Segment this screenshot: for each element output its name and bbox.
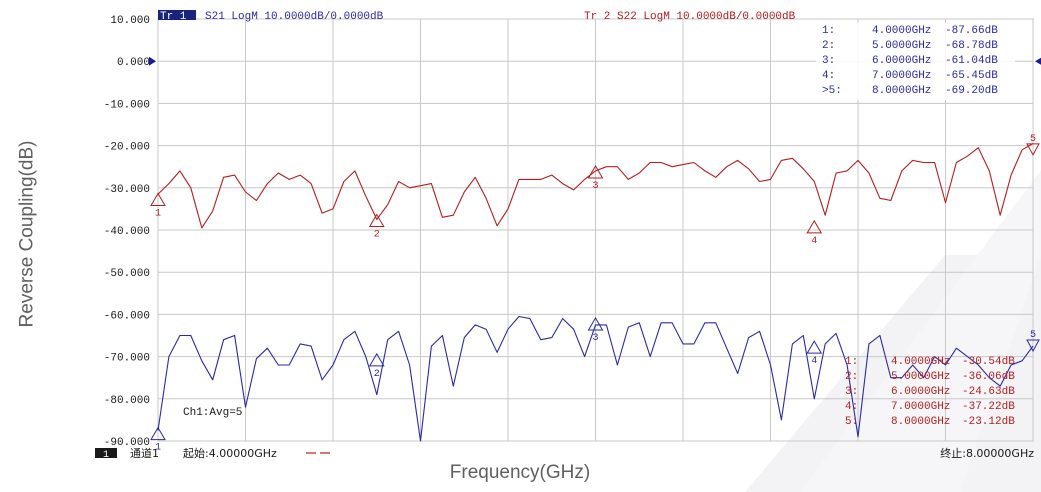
y-tick-label-9: -80.000 [104, 395, 150, 407]
marker-table-top-value-2: -61.04dB [945, 55, 998, 67]
reference-level-marker-left [149, 56, 156, 66]
marker-tr1-3 [587, 316, 604, 331]
series-line-tr2 [157, 143, 1034, 229]
marker-table-bottom-value-3: -37.22dB [962, 401, 1015, 413]
marker-table-bottom-freq-0: 4.0000GHz [891, 356, 950, 368]
tr2-description: Tr 2 S22 LogM 10.0000dB/0.0000dB [584, 11, 796, 23]
marker-tr1-5 [1026, 339, 1040, 353]
marker-table-bottom-freq-2: 6.0000GHz [891, 386, 950, 398]
tr1-tag-bg [158, 10, 196, 20]
marker-table-bottom-id-2: 3: [845, 386, 858, 398]
marker-table-bottom-id-3: 4: [845, 401, 858, 413]
marker-table-top-value-1: -68.78dB [945, 40, 998, 52]
marker-tr1-2-label: 2 [374, 369, 380, 380]
marker-tr2-3 [587, 165, 604, 179]
marker-table-top-value-3: -65.45dB [945, 70, 998, 82]
marker-table-top-value-0: -87.66dB [945, 25, 998, 37]
marker-table-bottom-value-0: -30.54dB [962, 356, 1015, 368]
marker-table-top-bg [816, 23, 1015, 100]
marker-table-bottom-value-4: -23.12dB [962, 416, 1015, 428]
marker-tr1-5-label: 5 [1030, 330, 1036, 341]
marker-tr2-1-label: 1 [155, 208, 161, 219]
y-tick-label-3: -20.000 [104, 142, 150, 154]
channel-tag: 1 [103, 450, 109, 461]
marker-table-bottom-id-0: 1: [845, 356, 858, 368]
marker-tr1-2 [368, 352, 385, 367]
y-tick-label-7: -60.000 [104, 310, 150, 322]
marker-table-top-value-4: -69.20dB [945, 85, 998, 97]
marker-tr2-1 [150, 192, 166, 206]
x-axis-title: Frequency(GHz) [449, 462, 591, 483]
marker-tr2-2-label: 2 [374, 230, 380, 241]
reference-level-marker-right [1035, 57, 1041, 65]
y-tick-label-1: 0.000 [117, 57, 150, 69]
marker-tr2-5 [1026, 143, 1040, 156]
tr1-description: S21 LogM 10.0000dB/0.0000dB [205, 11, 384, 23]
series-line-tr1 [157, 315, 1034, 442]
marker-table-top-freq-1: 5.0000GHz [872, 40, 931, 52]
marker-table-bottom-freq-3: 7.0000GHz [891, 401, 950, 413]
y-tick-label-2: -10.000 [104, 99, 150, 111]
y-tick-label-8: -70.000 [104, 353, 150, 365]
marker-table-bottom-value-2: -24.63dB [962, 386, 1015, 398]
tr1-tag: Tr 1 [160, 11, 187, 23]
marker-tr1-4-label: 4 [811, 356, 817, 367]
marker-tr1-1 [150, 426, 166, 441]
stop-frequency-label: 终止:8.00000GHz [940, 446, 1034, 460]
start-frequency-label: 起始:4.00000GHz [183, 446, 277, 460]
marker-tr1-4 [806, 340, 823, 354]
y-tick-label-10: -90.000 [104, 437, 150, 449]
y-tick-label-6: -50.000 [104, 268, 150, 280]
marker-table-top-id-0: 1: [822, 25, 835, 37]
marker-table-top-id-1: 2: [822, 40, 835, 52]
marker-table-top-id-2: 3: [822, 55, 835, 67]
y-tick-label-0: 10.000 [110, 15, 150, 27]
marker-table-top-freq-0: 4.0000GHz [872, 25, 931, 37]
marker-tr2-2 [368, 213, 385, 228]
y-tick-label-4: -30.000 [104, 184, 150, 196]
marker-tr1-3-label: 3 [592, 333, 598, 344]
channel-label: 通道1 [130, 446, 159, 460]
marker-table-bottom-freq-4: 8.0000GHz [891, 416, 950, 428]
marker-table-top-freq-4: 8.0000GHz [872, 85, 931, 97]
marker-table-bottom-value-1: -36.06dB [962, 371, 1015, 383]
marker-table-top-freq-2: 6.0000GHz [872, 55, 931, 67]
marker-table-top-id-3: 4: [822, 70, 835, 82]
marker-tr2-4-label: 4 [811, 236, 817, 247]
y-tick-label-5: -40.000 [104, 226, 150, 238]
channel-tag-bg [95, 448, 117, 458]
marker-tr2-5-label: 5 [1030, 134, 1036, 145]
marker-table-bottom-freq-1: 5.0000GHz [891, 371, 950, 383]
marker-table-bottom-id-4: 5: [845, 416, 858, 428]
marker-tr1-1-label: 1 [155, 443, 161, 454]
marker-tr2-4 [806, 219, 823, 234]
marker-table-top-id-4: >5: [822, 85, 842, 97]
marker-table-top-freq-3: 7.0000GHz [872, 70, 931, 82]
marker-table-bottom-id-1: 2: [845, 371, 858, 383]
marker-tr2-3-label: 3 [592, 181, 598, 192]
averaging-label: Ch1:Avg=5 [183, 407, 242, 419]
